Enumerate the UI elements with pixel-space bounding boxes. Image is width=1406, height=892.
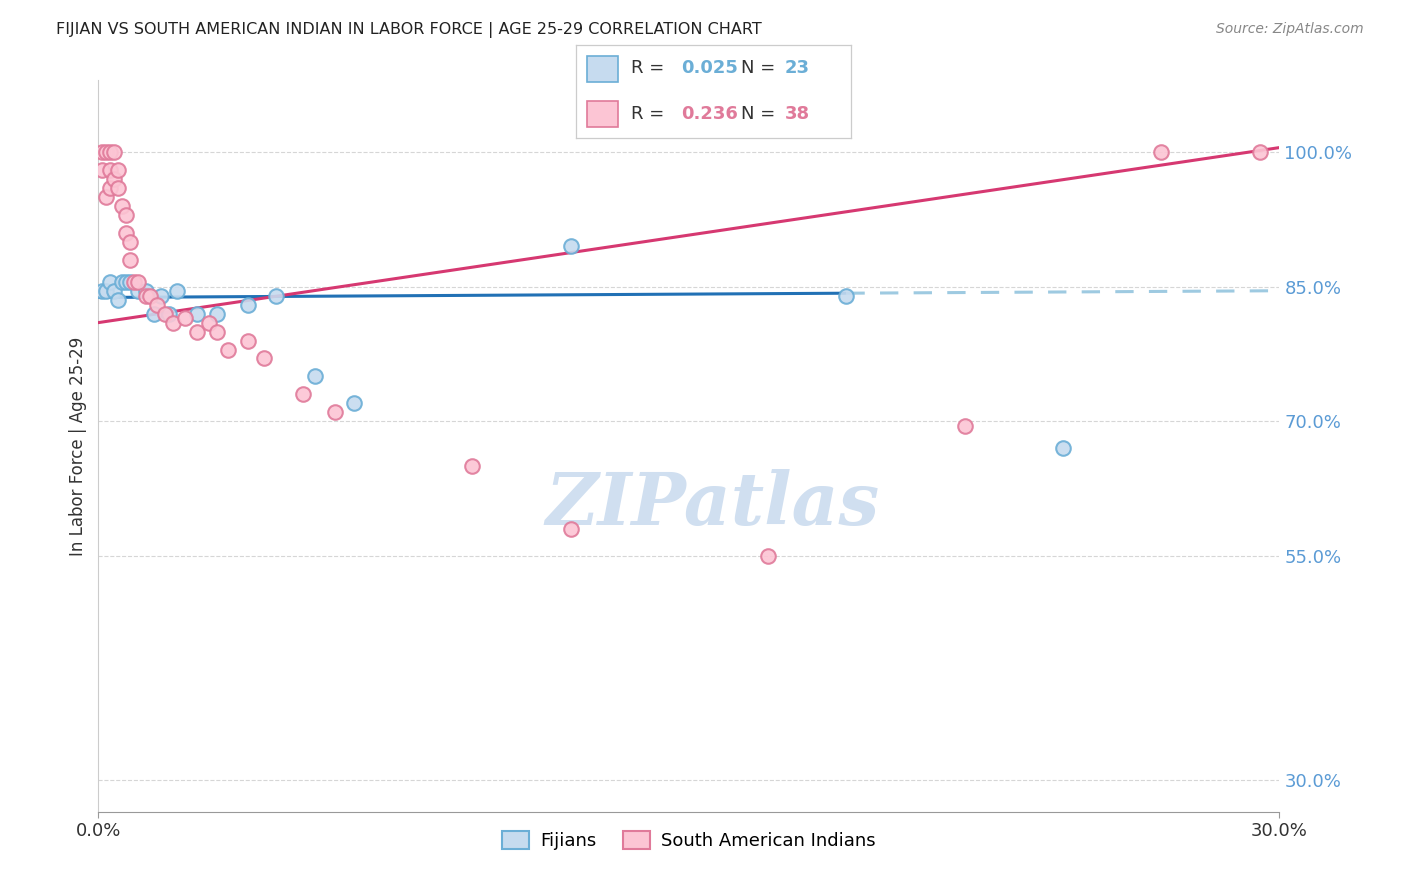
Point: [217, 343, 239, 357]
Point: [343, 396, 366, 410]
Point: [103, 172, 125, 186]
FancyBboxPatch shape: [588, 101, 617, 127]
Text: R =: R =: [631, 60, 671, 78]
Point: [127, 275, 149, 289]
Point: [118, 235, 141, 249]
Point: [560, 239, 582, 253]
Point: [205, 325, 228, 339]
Point: [253, 351, 276, 366]
Point: [115, 226, 138, 240]
Point: [111, 199, 134, 213]
Text: 38: 38: [785, 105, 810, 123]
Text: 23: 23: [785, 60, 810, 78]
Point: [236, 334, 259, 348]
Point: [98, 275, 121, 289]
Point: [142, 307, 165, 321]
Point: [835, 288, 858, 302]
Legend: Fijians, South American Indians: Fijians, South American Indians: [495, 823, 883, 857]
Point: [205, 307, 228, 321]
Text: 0.236: 0.236: [681, 105, 738, 123]
FancyBboxPatch shape: [588, 56, 617, 82]
Text: Source: ZipAtlas.com: Source: ZipAtlas.com: [1216, 22, 1364, 37]
Point: [186, 307, 208, 321]
Point: [118, 252, 141, 267]
Point: [236, 298, 259, 312]
Point: [138, 288, 160, 302]
Point: [91, 145, 114, 159]
Point: [98, 145, 121, 159]
Point: [111, 275, 134, 289]
Point: [174, 311, 197, 326]
Text: N =: N =: [741, 60, 780, 78]
Point: [146, 298, 169, 312]
Point: [96, 145, 118, 159]
Point: [1150, 145, 1173, 159]
Point: [157, 307, 180, 321]
Point: [98, 163, 121, 178]
Text: R =: R =: [631, 105, 671, 123]
Point: [292, 387, 315, 401]
Point: [150, 288, 173, 302]
Point: [103, 145, 125, 159]
Point: [186, 325, 208, 339]
Point: [304, 369, 326, 384]
Point: [96, 190, 118, 204]
Point: [91, 284, 114, 298]
Point: [1249, 145, 1271, 159]
Point: [91, 163, 114, 178]
Y-axis label: In Labor Force | Age 25-29: In Labor Force | Age 25-29: [69, 336, 87, 556]
Point: [461, 459, 484, 474]
Point: [98, 181, 121, 195]
Point: [135, 284, 157, 298]
Point: [155, 307, 177, 321]
Point: [162, 316, 184, 330]
Point: [135, 288, 157, 302]
Point: [103, 284, 125, 298]
Text: FIJIAN VS SOUTH AMERICAN INDIAN IN LABOR FORCE | AGE 25-29 CORRELATION CHART: FIJIAN VS SOUTH AMERICAN INDIAN IN LABOR…: [56, 22, 762, 38]
Text: 0.025: 0.025: [681, 60, 738, 78]
Point: [115, 208, 138, 222]
Point: [323, 405, 346, 419]
Point: [107, 293, 129, 308]
Point: [166, 284, 188, 298]
Point: [115, 275, 138, 289]
Point: [122, 275, 145, 289]
Text: N =: N =: [741, 105, 780, 123]
Point: [264, 288, 287, 302]
Point: [96, 284, 118, 298]
Text: ZIPatlas: ZIPatlas: [546, 469, 880, 540]
Point: [107, 163, 129, 178]
Point: [118, 275, 141, 289]
Point: [560, 522, 582, 536]
Point: [107, 181, 129, 195]
Point: [953, 418, 976, 433]
Point: [127, 284, 149, 298]
Point: [197, 316, 219, 330]
Point: [1052, 442, 1074, 456]
Point: [756, 549, 779, 563]
